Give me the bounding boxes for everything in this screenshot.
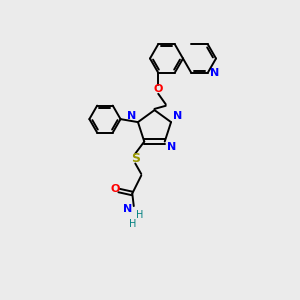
Text: O: O <box>154 84 163 94</box>
Text: N: N <box>127 111 136 121</box>
Text: N: N <box>210 68 219 78</box>
Text: H: H <box>136 210 143 220</box>
Text: O: O <box>110 184 120 194</box>
Text: S: S <box>131 152 140 165</box>
Text: N: N <box>167 142 176 152</box>
Text: H: H <box>129 219 136 229</box>
Text: N: N <box>172 111 182 121</box>
Text: N: N <box>123 204 132 214</box>
